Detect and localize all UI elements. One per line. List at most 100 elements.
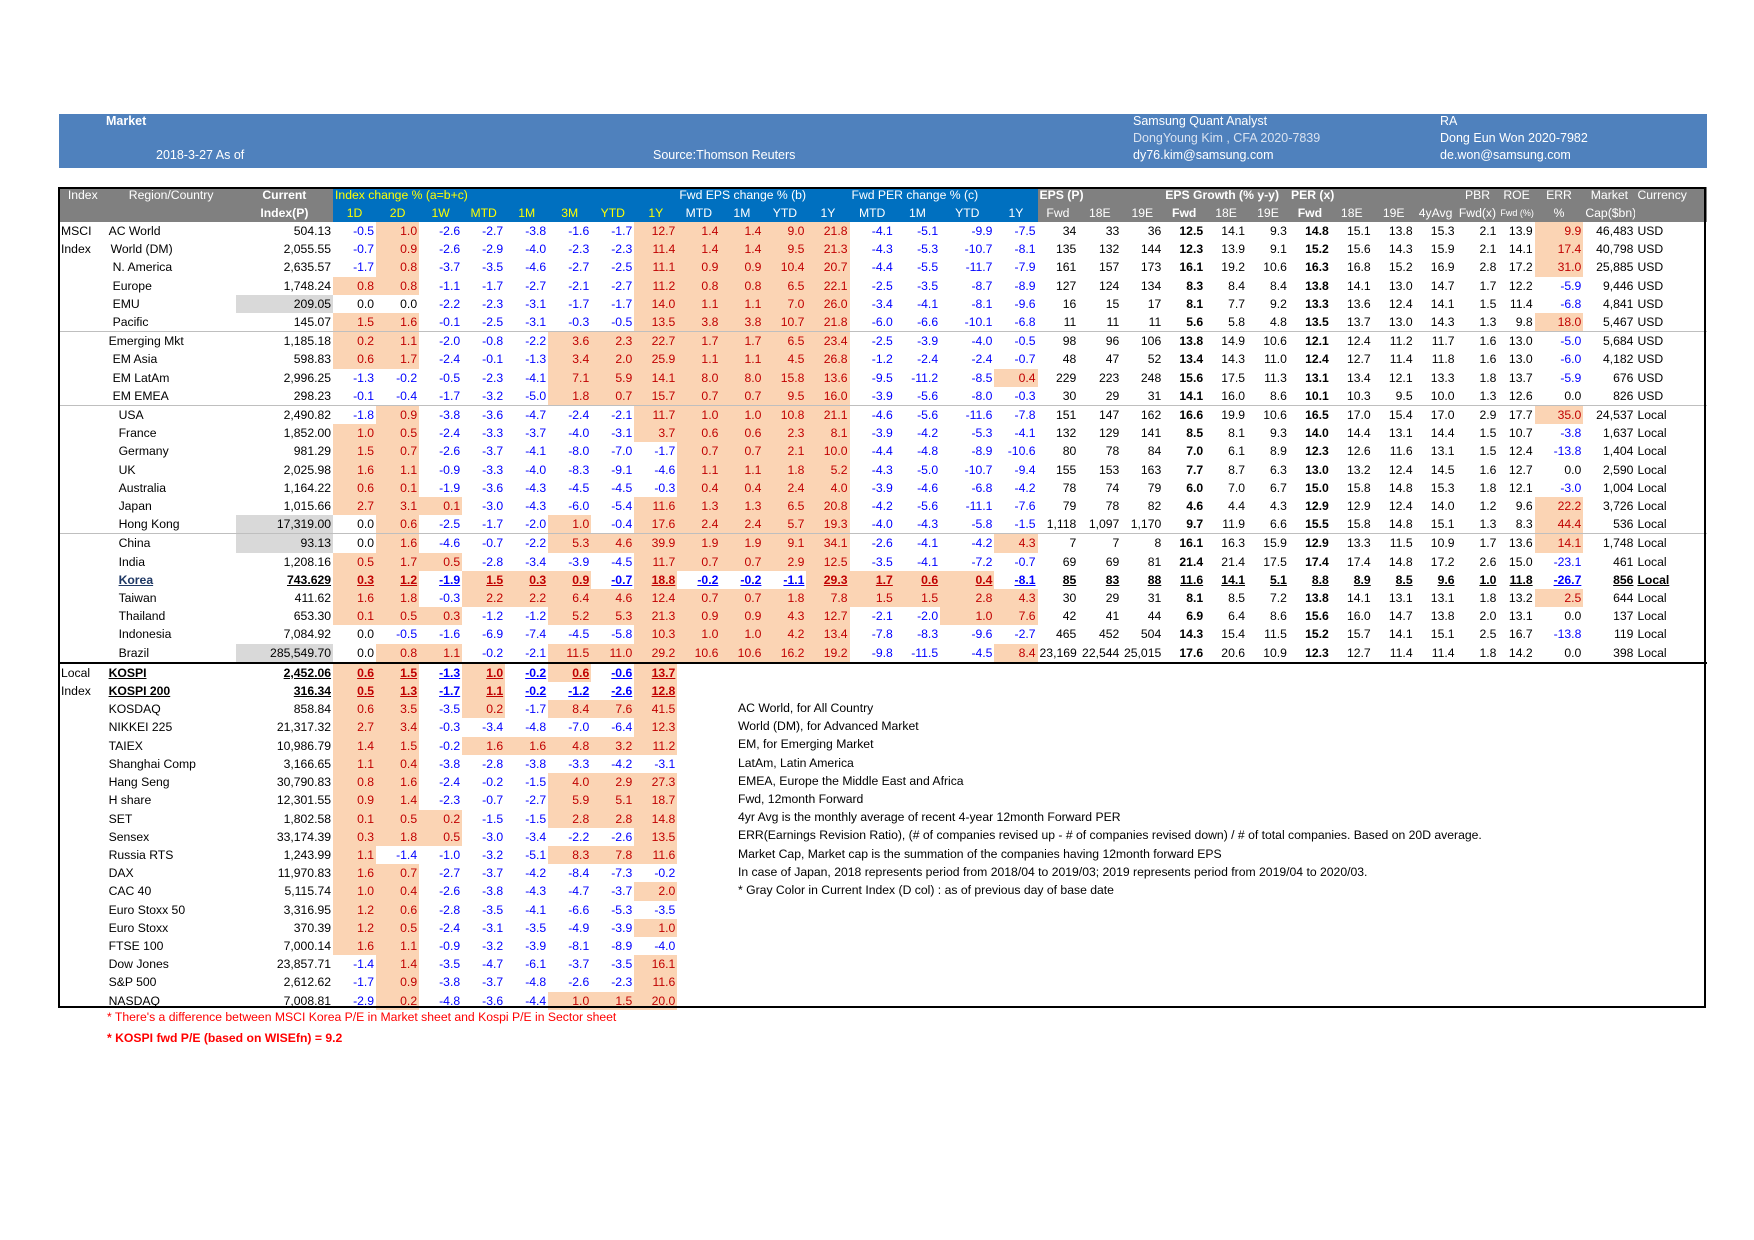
row-value: 2.3	[763, 424, 807, 443]
row-value: -5.0	[917, 462, 939, 477]
row-value: -6.6	[917, 315, 939, 330]
row-value: 1.1	[333, 754, 377, 774]
row-region: EM EMEA	[112, 388, 169, 403]
row-value: 82	[1147, 499, 1162, 514]
row-value: 1.4	[677, 240, 721, 259]
row-value: 46,483	[1596, 224, 1634, 238]
row-value: 16.5	[1305, 408, 1329, 423]
row-value: 15.5	[1305, 517, 1329, 532]
row-region: Euro Stoxx	[108, 920, 169, 935]
row-value: 10.6	[677, 643, 721, 663]
row-value: 15.9	[1430, 242, 1455, 257]
row-value: 0.7	[720, 552, 764, 571]
table-row: Indonesia 7,084.92 0.0 -0.5 -1.6 -6.9 -7.4 -4.5…	[59, 625, 1707, 644]
row-value: -10.7	[964, 242, 993, 257]
row-value: 20.8	[806, 497, 850, 516]
row-current: 2,996.25	[283, 370, 332, 385]
row-value: 8	[1154, 536, 1162, 551]
row-value: -3.9	[525, 938, 547, 953]
row-value: 1.2	[1479, 499, 1497, 514]
row-value: -0.2	[740, 572, 762, 587]
row-value: 0.5	[376, 918, 420, 937]
row-value: -4.1	[917, 536, 939, 551]
row-value: 19.2	[806, 643, 850, 663]
row-value: 0.2	[376, 991, 420, 1010]
row-current: 30,790.83	[276, 775, 332, 790]
row-value: -9.5	[871, 370, 893, 385]
row-value: -4.2	[1014, 480, 1036, 495]
row-value: 21.8	[806, 222, 850, 241]
row-value: 14.1	[1221, 224, 1246, 238]
row-value: 8.1	[1186, 296, 1204, 311]
pbr-header: PBR	[1456, 187, 1499, 205]
row-value: -7.4	[525, 627, 547, 642]
row-value: 5.2	[548, 607, 592, 626]
row-value: 20.7	[806, 258, 850, 277]
perx-sub-3: 4yAvg	[1414, 204, 1457, 222]
row-value: 13.1	[1430, 444, 1455, 459]
row-value: -3.7	[482, 866, 504, 881]
row-value: -1.7	[525, 702, 547, 717]
row-value: 15.7	[1346, 627, 1371, 642]
row-value: 40,798	[1596, 242, 1634, 257]
row-value: 5.9	[548, 791, 592, 810]
row-value: 88	[1147, 572, 1162, 587]
row-value: 9.6	[1437, 572, 1455, 587]
row-value: USD	[1637, 352, 1664, 367]
row-value: -7.0	[611, 444, 633, 459]
row-value: 11.5	[1264, 627, 1287, 642]
row-value: -3.9	[871, 480, 893, 495]
row-group-label	[59, 515, 107, 534]
row-value: 10.3	[634, 625, 678, 644]
local-row: DAX 11,970.83 1.6 0.7 -2.7 -3.7 -4.2 -8.4 -7.3 -0…	[59, 864, 1707, 883]
row-value: 11	[1063, 315, 1077, 330]
row-value: -0.5	[439, 370, 461, 385]
row-value: 14.1	[1388, 627, 1413, 642]
row-value: -3.5	[871, 554, 893, 569]
row-value: USD	[1637, 334, 1664, 349]
row-value: 2.4	[763, 478, 807, 498]
row-value: 11.6	[1389, 444, 1413, 459]
row-group-label	[59, 919, 107, 937]
row-value: 12.7	[634, 222, 678, 241]
row-value: -0.7	[1014, 554, 1036, 569]
row-group-label	[59, 571, 107, 589]
row-value: -8.1	[1014, 242, 1036, 257]
err-sub: %	[1534, 204, 1584, 222]
row-value: -6.8	[971, 480, 993, 495]
row-value: 1.8	[1479, 645, 1497, 660]
row-value: 17.0	[1346, 408, 1371, 423]
row-value: 8.3	[1515, 517, 1533, 532]
row-value: 12.4	[1346, 334, 1371, 349]
row-value: -3.1	[525, 315, 547, 330]
row-value: -5.1	[525, 847, 547, 862]
row-value: 14.3	[1388, 242, 1413, 257]
row-value: 1.4	[376, 791, 420, 810]
row-value: 1.0	[634, 918, 678, 937]
row-value: 1.0	[1479, 572, 1497, 587]
row-value: 0.0	[1564, 609, 1582, 624]
row-value: 5.8	[1228, 315, 1246, 330]
row-value: 3.6	[548, 331, 592, 351]
row-value: 8.0	[720, 368, 764, 387]
row-current: 3,166.65	[283, 756, 332, 771]
eps-header: EPS (P)	[1037, 187, 1164, 205]
row-value: 2.5	[1479, 627, 1497, 642]
row-value: USD	[1637, 260, 1664, 275]
row-region: H share	[108, 793, 152, 808]
row-value: 6.3	[1269, 462, 1287, 477]
row-value: 132	[1055, 426, 1077, 441]
row-value: Local	[1637, 444, 1667, 459]
row-value: -4.3	[871, 462, 893, 477]
row-value: -2.3	[611, 242, 633, 257]
row-value: 1.0	[677, 405, 721, 425]
local-row: Shanghai Comp 3,166.65 1.1 0.4 -3.8 -2.8 -3.8 -…	[59, 754, 1707, 774]
row-value: 10.0	[1430, 388, 1455, 403]
row-value: -4.6	[917, 480, 939, 495]
row-value: 17.7	[1508, 408, 1533, 423]
row-value: 2.1	[1479, 224, 1497, 238]
row-region: India	[118, 554, 145, 569]
row-value: -3.7	[525, 426, 547, 441]
row-value: -2.4	[439, 920, 461, 935]
footnote-line: * KOSPI fwd P/E (based on WISEfn) = 9.2	[107, 1031, 343, 1045]
